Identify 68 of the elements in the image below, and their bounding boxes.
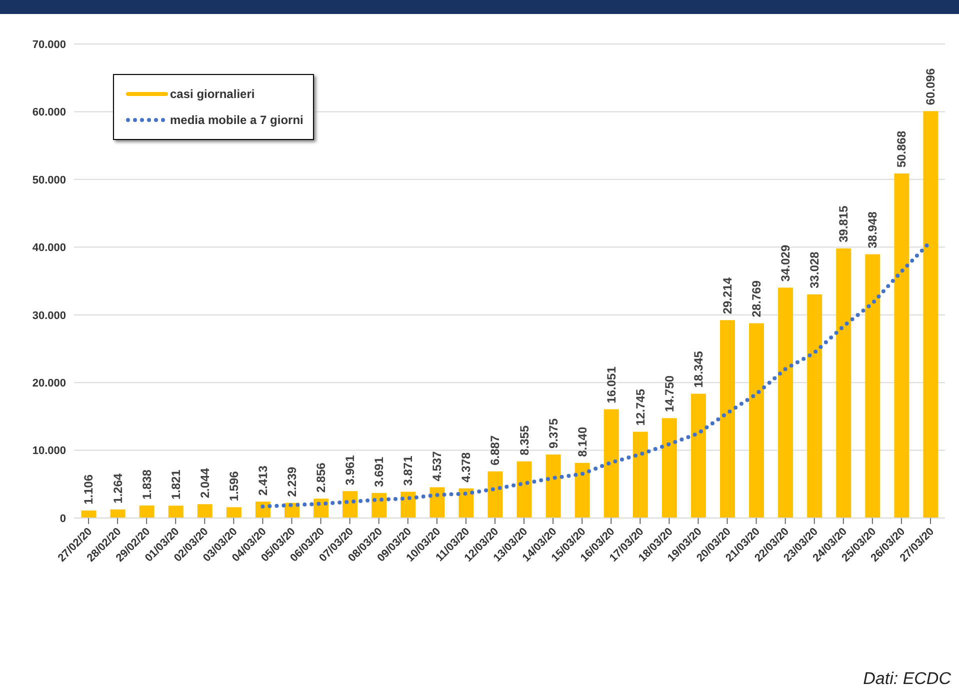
data-label: 39.815 bbox=[836, 205, 851, 242]
data-label: 29.214 bbox=[720, 277, 734, 314]
data-label: 9.375 bbox=[546, 418, 560, 449]
bar bbox=[690, 394, 706, 518]
bar bbox=[778, 288, 794, 518]
y-tick-label: 50.000 bbox=[32, 174, 66, 186]
text: Dati: ECDC bbox=[863, 669, 951, 689]
data-label: 1.821 bbox=[168, 469, 183, 500]
bar bbox=[226, 507, 242, 518]
data-label: 2.856 bbox=[314, 462, 328, 493]
y-tick-label: 40.000 bbox=[32, 242, 66, 254]
bar bbox=[400, 492, 416, 518]
bar bbox=[458, 488, 474, 518]
bar bbox=[894, 174, 910, 518]
y-tick-label: 0 bbox=[60, 512, 66, 525]
y-tick-label: 10.000 bbox=[32, 445, 66, 458]
bar bbox=[865, 254, 880, 518]
bar bbox=[632, 432, 648, 518]
bar bbox=[139, 506, 154, 518]
data-label: 2.413 bbox=[256, 465, 270, 496]
data-label: 12.745 bbox=[633, 388, 648, 426]
data-label: 14.750 bbox=[662, 375, 676, 412]
data-label: 3.691 bbox=[372, 456, 386, 488]
bar bbox=[516, 461, 532, 518]
data-label: 60.096 bbox=[924, 68, 938, 106]
bar bbox=[836, 248, 852, 518]
bar bbox=[81, 510, 96, 518]
legend-label: casi giornalieri bbox=[170, 87, 255, 101]
bar bbox=[574, 462, 590, 518]
bar bbox=[807, 294, 822, 518]
legend-label: media mobile a 7 giorni bbox=[170, 113, 304, 127]
bar bbox=[923, 111, 938, 518]
bar bbox=[604, 409, 619, 518]
data-label: 1.106 bbox=[82, 474, 96, 505]
bar bbox=[430, 487, 445, 518]
data-label: 16.051 bbox=[604, 366, 618, 404]
bar bbox=[488, 471, 503, 518]
data-label: 6.887 bbox=[488, 435, 502, 466]
bar bbox=[720, 320, 735, 518]
data-label: 8.140 bbox=[575, 426, 590, 457]
bar bbox=[662, 418, 677, 518]
data-label: 1.264 bbox=[110, 473, 125, 504]
data-label: 3.871 bbox=[401, 455, 416, 486]
data-label: 8.355 bbox=[517, 425, 532, 456]
y-tick-label: 30.000 bbox=[32, 310, 66, 322]
bar bbox=[342, 491, 358, 518]
data-label: 28.769 bbox=[750, 280, 764, 318]
data-label: 4.378 bbox=[459, 452, 474, 482]
bar bbox=[372, 493, 387, 518]
bar bbox=[197, 504, 212, 518]
data-label: 38.948 bbox=[866, 211, 880, 248]
y-tick-label: 60.000 bbox=[32, 106, 66, 119]
data-label: 33.028 bbox=[808, 251, 822, 288]
bar bbox=[110, 509, 126, 518]
data-label: 18.345 bbox=[691, 350, 706, 388]
data-label: 1.838 bbox=[140, 469, 154, 500]
data-label: 50.868 bbox=[894, 130, 909, 168]
data-label: 3.961 bbox=[343, 454, 358, 486]
data-label: 4.537 bbox=[430, 450, 444, 482]
bar bbox=[749, 323, 764, 518]
bar bbox=[546, 454, 561, 518]
y-tick-label: 70.000 bbox=[32, 38, 66, 51]
bar bbox=[168, 506, 184, 518]
data-label: 1.596 bbox=[226, 470, 241, 502]
y-tick-label: 20.000 bbox=[32, 377, 66, 390]
data-label: 34.029 bbox=[778, 244, 793, 282]
data-label: 2.239 bbox=[284, 466, 299, 497]
data-label: 2.044 bbox=[198, 468, 212, 498]
